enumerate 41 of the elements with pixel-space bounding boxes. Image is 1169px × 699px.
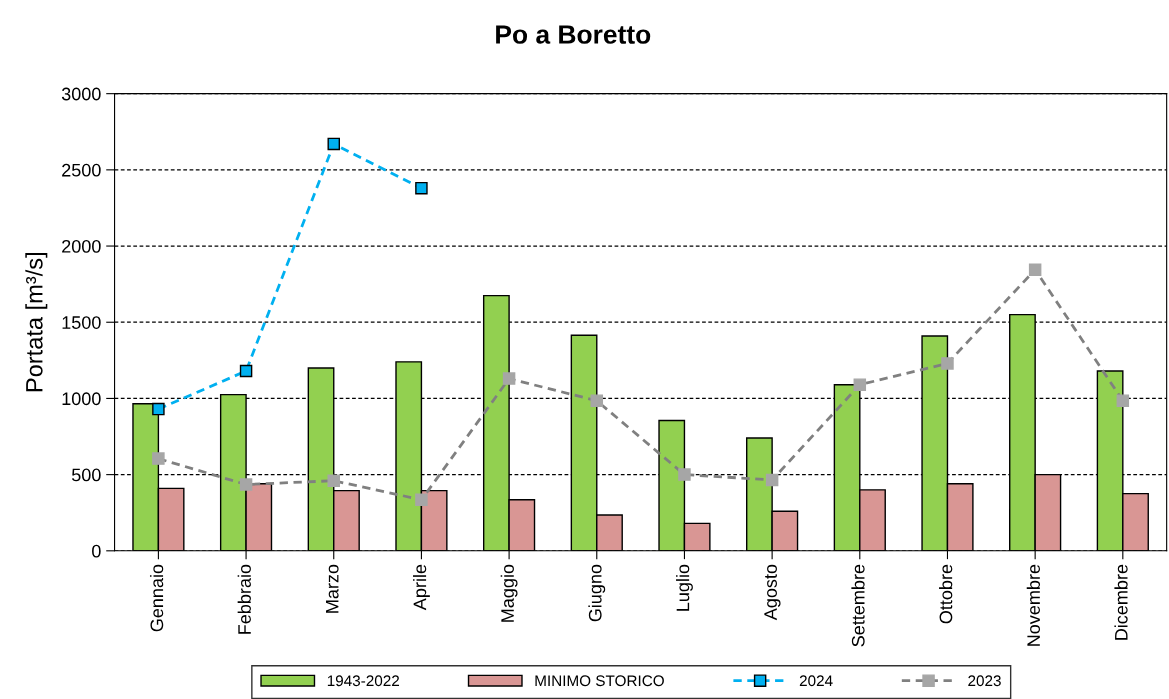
point [941, 357, 954, 370]
x-tick-label: Aprile [413, 564, 430, 611]
point [590, 394, 604, 407]
point [853, 378, 867, 391]
y-axis-title: Portata [m³/s] [25, 253, 48, 392]
point [152, 402, 165, 416]
x-tick-label: Giugno [588, 564, 606, 622]
legend-label: MINIMO STORICO [535, 675, 664, 687]
point [1116, 394, 1130, 407]
y-tick-label: 500 [71, 468, 101, 482]
x-tick-label: Agosto [764, 564, 781, 621]
point [1028, 263, 1042, 276]
x-tick-label: Settembre [851, 564, 865, 647]
legend-label: 1943-2022 [327, 675, 400, 687]
point [415, 493, 428, 507]
x-tick-label: Dicembre [1114, 564, 1128, 640]
point [152, 452, 165, 465]
chart-title: Po a Boretto [496, 25, 651, 44]
x-tick-label: Novembre [1026, 564, 1040, 646]
y-tick-label: 3000 [61, 87, 101, 101]
x-tick-label: Gennaio [149, 564, 164, 632]
x-tick-label: Ottobre [939, 564, 953, 624]
point [327, 137, 341, 151]
x-tick-label: Maggio [500, 564, 518, 622]
point [502, 372, 516, 385]
point [678, 468, 691, 481]
point [239, 478, 253, 491]
point [765, 473, 779, 487]
point [327, 474, 341, 487]
y-tick-label: 0 [92, 544, 101, 558]
legend-label: 2024 [799, 675, 833, 687]
point [239, 364, 253, 378]
x-tick-label: Febbraio [237, 564, 251, 634]
y-tick-label: 2500 [62, 163, 101, 177]
point [415, 181, 428, 195]
y-tick-label: 1500 [62, 316, 101, 329]
legend-label: 2023 [968, 675, 1001, 687]
x-tick-label: Luglio [676, 564, 693, 611]
y-tick-label: 1000 [62, 392, 101, 406]
x-tick-label: Marzo [326, 564, 339, 613]
y-tick-label: 2000 [62, 239, 101, 253]
